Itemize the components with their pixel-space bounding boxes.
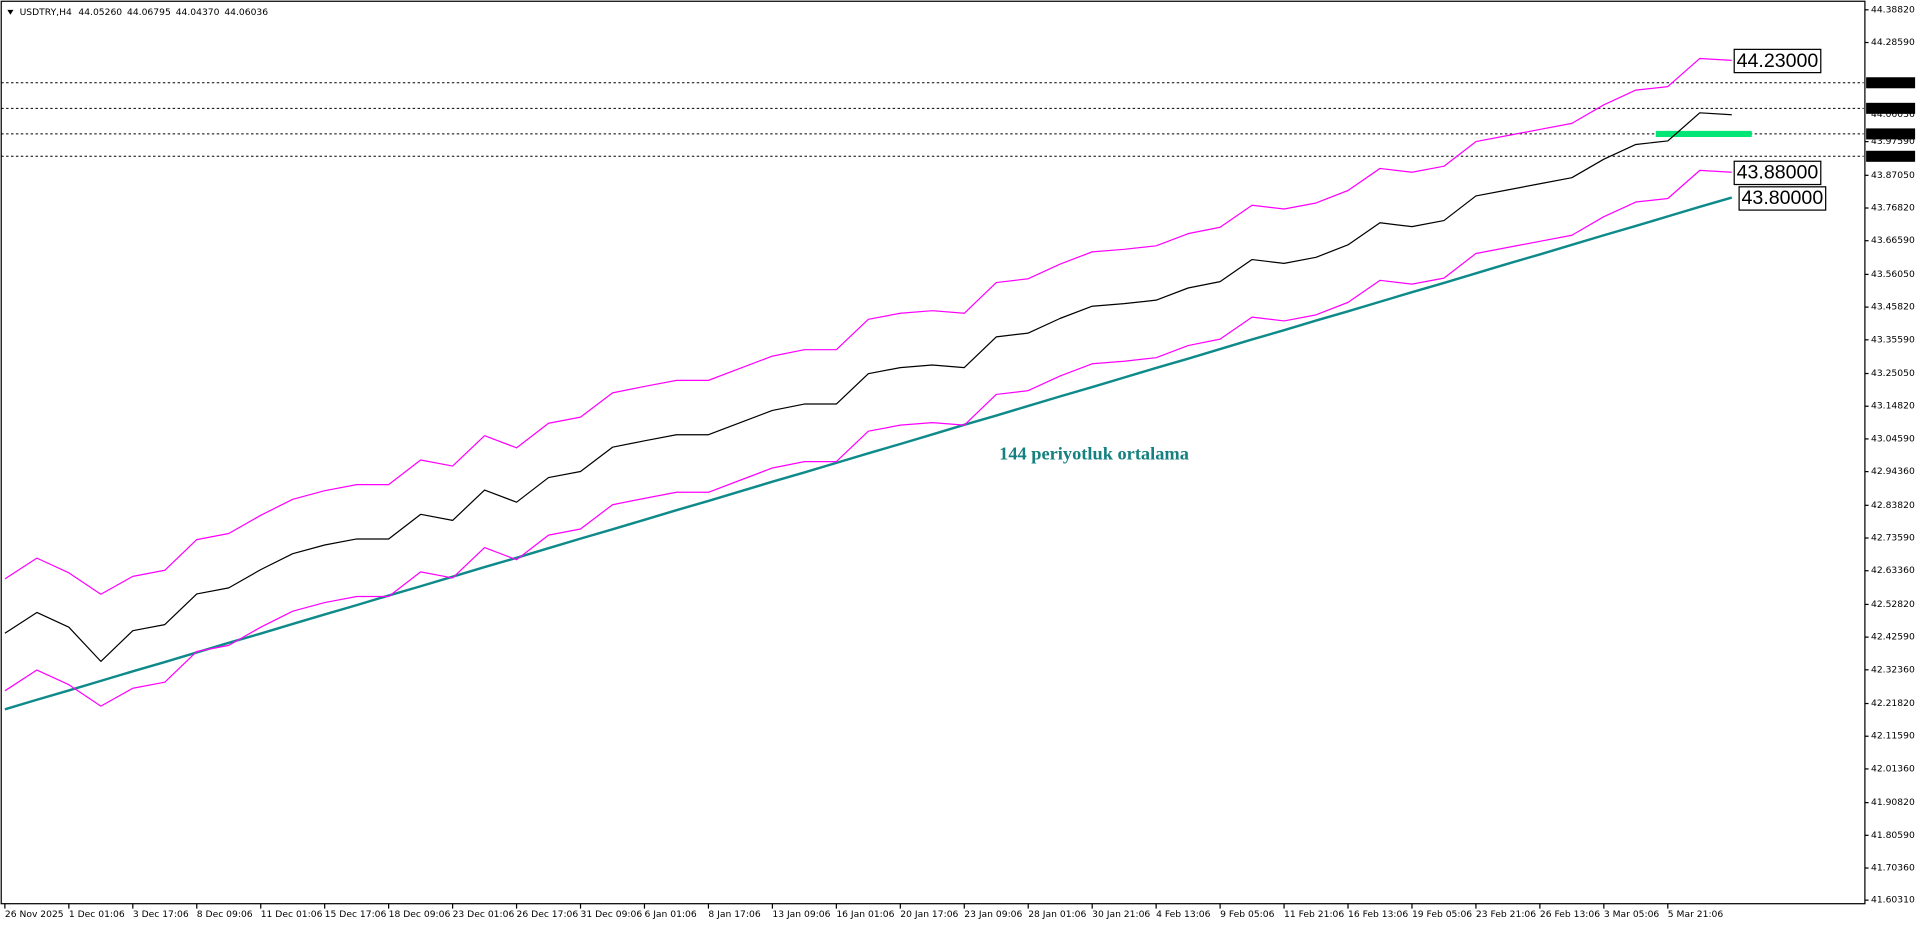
y-tick-label: 41.70360: [1871, 863, 1915, 874]
header-value: 44.06795: [127, 7, 171, 18]
y-tick-label: 42.83820: [1871, 500, 1915, 511]
x-tick-label: 16 Feb 13:06: [1348, 909, 1408, 920]
y-tick-label: 43.97590: [1871, 136, 1915, 147]
x-tick-label: 16 Jan 01:06: [836, 909, 894, 920]
callout-label: 44.23000: [1737, 50, 1819, 72]
y-tick-label: 42.01360: [1871, 763, 1915, 774]
y-tick-label: 43.04590: [1871, 433, 1915, 444]
x-tick-label: 11 Dec 01:06: [261, 909, 323, 920]
y-tick-label: 43.35590: [1871, 334, 1915, 345]
x-tick-label: 26 Dec 17:06: [517, 909, 579, 920]
callout-label: 43.80000: [1742, 187, 1824, 209]
x-tick-label: 15 Dec 17:06: [325, 909, 387, 920]
x-tick-label: 6 Jan 01:06: [644, 909, 696, 920]
series-line: [4, 196, 1733, 711]
y-tick-label: 41.90820: [1871, 797, 1915, 808]
x-tick-label: 5 Mar 21:06: [1668, 909, 1724, 920]
annotation: 144 periyotluk ortalama: [999, 444, 1189, 464]
x-tick-label: 26 Nov 2025: [5, 909, 64, 920]
series-line: [4, 112, 1732, 663]
y-tick-label: 42.21820: [1871, 698, 1915, 709]
y-tick-label: 43.66590: [1871, 235, 1915, 246]
y-tick-label: 42.63360: [1871, 565, 1915, 576]
callout-box: [1733, 160, 1822, 186]
current-price-label: 44.06036: [1871, 109, 1915, 120]
x-tick-label: 23 Feb 21:06: [1476, 909, 1536, 920]
y-tick-label: 42.52820: [1871, 599, 1915, 610]
series-line: [4, 169, 1732, 707]
x-tick-label: 13 Jan 09:06: [772, 909, 830, 920]
callout: 43.80000: [1738, 186, 1827, 211]
x-tick-label: 30 Jan 21:06: [1092, 909, 1150, 920]
callout: 43.88000: [1733, 160, 1822, 186]
y-tick-label: 41.60310: [1871, 895, 1915, 906]
y-tick-label: 43.87050: [1871, 170, 1915, 181]
x-tick-label: 8 Jan 17:06: [708, 909, 760, 920]
y-tick-label: 44.28590: [1871, 37, 1915, 48]
callout-box: [1738, 186, 1827, 211]
plot-frame: [0, 0, 1866, 905]
x-tick-label: 11 Feb 21:06: [1284, 909, 1344, 920]
y-tick-label: 43.45820: [1871, 302, 1915, 313]
x-tick-label: 1 Dec 01:06: [69, 909, 125, 920]
series-line: [4, 57, 1732, 595]
y-tick-label: 43.25050: [1871, 368, 1915, 379]
x-tick-label: 3 Dec 17:06: [133, 909, 189, 920]
level-box: [1866, 102, 1916, 114]
callout: 44.23000: [1733, 48, 1822, 74]
y-tick-label: 43.56050: [1871, 269, 1915, 280]
level-label: 44.00000: [1871, 128, 1915, 139]
y-tick-label: 42.42590: [1871, 632, 1915, 643]
level-label: 44.16000: [1871, 77, 1915, 88]
header-value: 44.04370: [176, 7, 220, 18]
y-tick-label: 42.11590: [1871, 731, 1915, 742]
x-tick-label: 26 Feb 13:06: [1540, 909, 1600, 920]
chart-title: USDTRY,H4: [20, 7, 72, 18]
level-box: [1866, 150, 1916, 162]
x-tick-label: 23 Jan 09:06: [964, 909, 1022, 920]
callout-box: [1733, 48, 1822, 74]
x-tick-label: 9 Feb 05:06: [1220, 909, 1275, 920]
x-tick-label: 20 Jan 17:06: [900, 909, 958, 920]
level-box: [1866, 77, 1916, 89]
y-tick-label: 43.76820: [1871, 203, 1915, 214]
header-value: 44.06036: [224, 7, 268, 18]
x-tick-label: 19 Feb 05:06: [1412, 909, 1472, 920]
y-tick-label: 42.73590: [1871, 533, 1915, 544]
y-tick-label: 44.38820: [1871, 4, 1915, 15]
y-tick-label: 42.32360: [1871, 664, 1915, 675]
level-label: 44.08000: [1871, 103, 1915, 114]
x-tick-label: 23 Dec 01:06: [453, 909, 515, 920]
x-tick-label: 18 Dec 09:06: [389, 909, 451, 920]
level-box: [1866, 128, 1916, 140]
x-tick-label: 28 Jan 01:06: [1028, 909, 1086, 920]
y-tick-label: 41.80590: [1871, 830, 1915, 841]
header-value: 44.05260: [78, 7, 122, 18]
y-tick-label: 42.94360: [1871, 466, 1915, 477]
y-tick-label: 43.14820: [1871, 401, 1915, 412]
x-tick-label: 31 Dec 09:06: [581, 909, 643, 920]
level-label: 43.93000: [1871, 151, 1915, 162]
x-tick-label: 3 Mar 05:06: [1604, 909, 1660, 920]
x-tick-label: 8 Dec 09:06: [197, 909, 253, 920]
x-tick-label: 4 Feb 13:06: [1156, 909, 1211, 920]
callout-label: 43.88000: [1737, 162, 1819, 184]
header-arrow: [7, 9, 14, 15]
